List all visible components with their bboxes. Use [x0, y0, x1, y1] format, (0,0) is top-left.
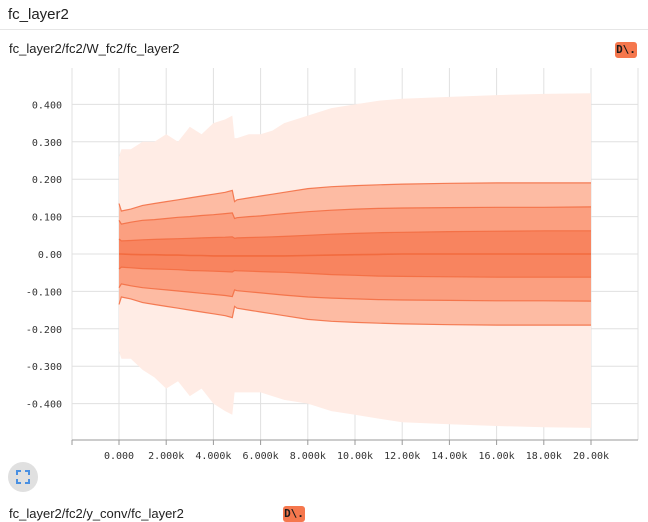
y-tick-label: -0.200: [26, 325, 62, 336]
y-tick-label: 0.200: [32, 175, 62, 186]
percentile-line: [118, 230, 591, 242]
x-tick-label: 4.000k: [195, 451, 231, 460]
x-tick-label: 0.000: [104, 451, 134, 460]
next-chart-card-title: fc_layer2/fc2/y_conv/fc_layer2: [9, 506, 184, 521]
chart-card-title: fc_layer2/fc2/W_fc2/fc_layer2: [9, 41, 180, 56]
expand-chart-button[interactable]: [8, 462, 38, 492]
x-tick-label: 14.00k: [431, 451, 467, 460]
section-header: fc_layer2: [0, 0, 648, 30]
y-tick-label: -0.100: [26, 287, 62, 298]
percentile-line: [118, 206, 592, 225]
chart-tick-labels: 0.000 2.000k 4.000k 6.000k 8.000k 10.00k 12.00…: [26, 100, 609, 460]
chart-axes: [71, 439, 638, 445]
download-button[interactable]: D\.: [615, 42, 637, 58]
y-tick-label: -0.300: [26, 362, 62, 373]
x-tick-label: 16.00k: [479, 451, 515, 460]
next-download-button[interactable]: D\.: [283, 506, 305, 522]
histogram-chart: 0.000 2.000k 4.000k 6.000k 8.000k 10.00k 12.00…: [26, 68, 639, 460]
chart-bands: [119, 93, 591, 428]
y-tick-label: 0.400: [32, 100, 62, 111]
x-tick-label: 10.00k: [337, 451, 373, 460]
x-tick-label: 2.000k: [148, 451, 184, 460]
median-line: [119, 253, 591, 257]
x-tick-label: 20.00k: [573, 451, 609, 460]
y-tick-label: 0.100: [32, 213, 62, 224]
x-tick-label: 6.000k: [243, 451, 279, 460]
chart-lines: [118, 182, 592, 326]
y-tick-label: 0.00: [38, 250, 62, 261]
x-tick-label: 8.000k: [290, 451, 326, 460]
percentile-line: [118, 266, 591, 278]
percentile-line: [118, 296, 591, 326]
x-tick-label: 18.00k: [526, 451, 562, 460]
x-tick-label: 12.00k: [384, 451, 420, 460]
y-tick-label: 0.300: [32, 138, 62, 149]
percentile-line: [118, 182, 591, 212]
percentile-line: [118, 283, 592, 302]
fullscreen-expand-icon: [16, 470, 30, 484]
section-title: fc_layer2: [8, 6, 69, 23]
y-tick-label: -0.400: [26, 400, 62, 411]
